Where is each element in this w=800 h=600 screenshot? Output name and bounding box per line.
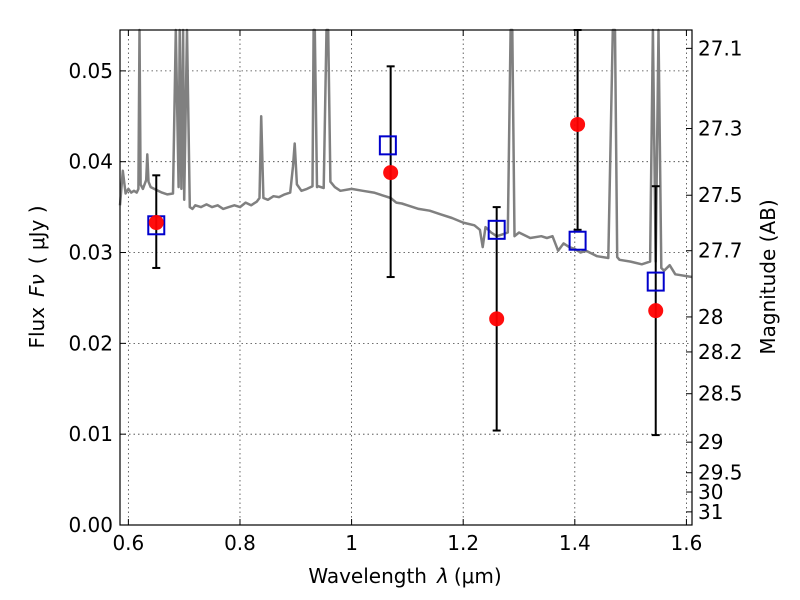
y-axis-label: Flux Fν ( μJy ) — [25, 205, 49, 348]
tick-marks — [120, 30, 692, 526]
plot-frame — [119, 29, 693, 526]
y-tick-label: 0.03 — [68, 241, 113, 265]
magnitude-tick-label: 31 — [698, 500, 723, 524]
magnitude-tick-label: 30 — [698, 480, 723, 504]
y-tick-label: 0.05 — [68, 59, 113, 83]
magnitude-tick-label: 28 — [698, 305, 723, 329]
magnitude-tick-label: 27.3 — [698, 117, 743, 141]
sed-layer — [118, 28, 693, 279]
model-photometry-layer — [147, 135, 665, 292]
model-sed-line — [118, 28, 693, 279]
observed-flux-point — [148, 215, 164, 231]
x-axis-label-symbol: λ — [436, 564, 449, 588]
magnitude-tick-label: 29.5 — [698, 461, 743, 485]
observed-photometry-layer — [148, 116, 664, 327]
y-axis-label-symbol: Fν — [25, 274, 49, 297]
observed-flux-point — [570, 116, 586, 132]
magnitude-axis-label: Magnitude (AB) — [756, 199, 780, 354]
x-tick-label: 0.6 — [112, 531, 144, 555]
x-tick-labels: 0.6 0.8 1 1.2 1.4 1.6 — [112, 531, 702, 555]
model-photometry-point — [378, 135, 397, 156]
x-tick-label: 1.4 — [559, 531, 591, 555]
y-axis-label-text: Flux — [25, 307, 49, 349]
x-axis-label: Wavelength λ (μm) — [308, 564, 501, 588]
y-tick-label: 0.04 — [68, 150, 113, 174]
magnitude-tick-label: 27.5 — [698, 183, 743, 207]
observed-flux-point — [383, 165, 399, 181]
y-tick-label: 0.02 — [68, 331, 113, 355]
x-axis-label-unit: (μm) — [454, 564, 502, 588]
y-tick-labels: 0.00 0.01 0.02 0.03 0.04 0.05 — [68, 59, 113, 537]
y-tick-label: 0.00 — [68, 513, 113, 537]
magnitude-tick-label: 29 — [698, 430, 723, 454]
model-photometry-point — [487, 219, 506, 240]
x-tick-label: 1.2 — [447, 531, 479, 555]
observed-flux-point — [648, 303, 664, 319]
y-tick-label: 0.01 — [68, 422, 113, 446]
x-axis-label-text: Wavelength — [308, 564, 427, 588]
magnitude-tick-label: 28.5 — [698, 382, 743, 406]
model-photometry-point — [568, 230, 587, 251]
x-tick-label: 1.6 — [671, 531, 703, 555]
grid-lines — [120, 30, 692, 526]
x-tick-label: 1 — [345, 531, 358, 555]
magnitude-tick-label: 27.7 — [698, 239, 743, 263]
y-axis-label-unit: ( μJy ) — [25, 205, 49, 264]
magnitude-tick-label: 27.1 — [698, 36, 743, 60]
magnitude-tick-label: 28.2 — [698, 340, 743, 364]
model-photometry-point — [646, 271, 665, 292]
x-tick-label: 0.8 — [224, 531, 256, 555]
observed-flux-point — [489, 311, 505, 327]
